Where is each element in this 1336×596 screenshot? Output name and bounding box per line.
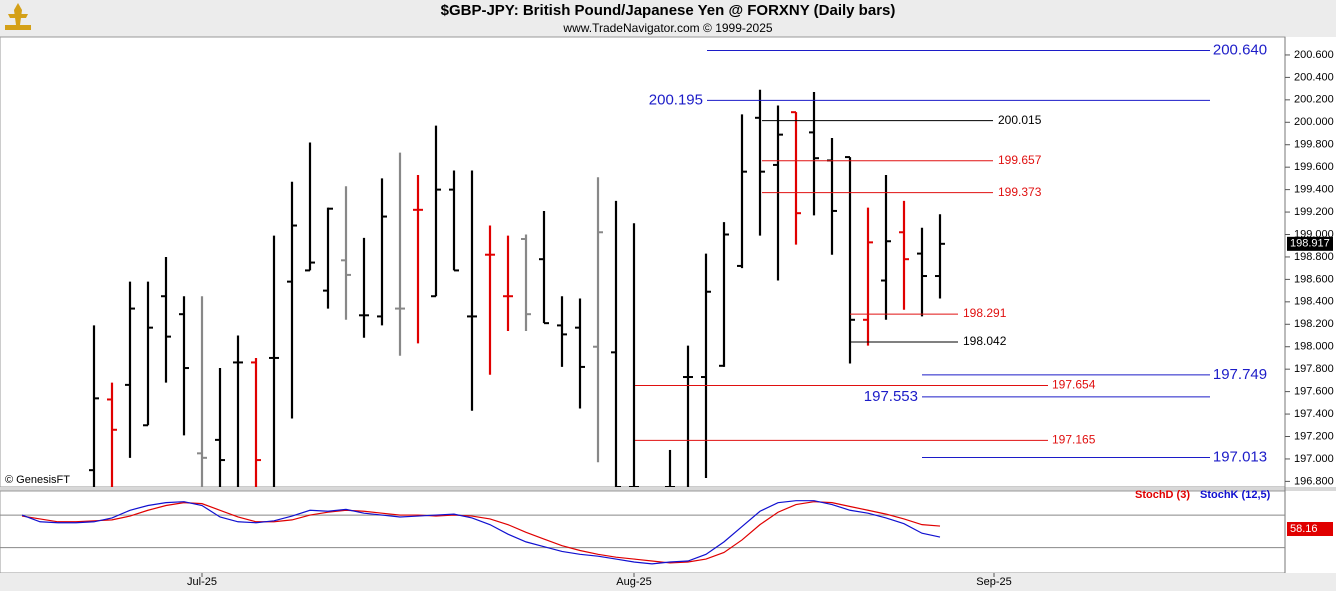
- header-bg: [0, 0, 1336, 37]
- x-tick-label: Aug-25: [616, 576, 651, 588]
- chart-title: $GBP-JPY: British Pound/Japanese Yen @ F…: [441, 2, 896, 19]
- level-label: 197.165: [1052, 433, 1096, 447]
- date-axis-bg: [0, 573, 1336, 591]
- y-tick-label: 200.200: [1294, 94, 1334, 106]
- last-price-box: [1287, 236, 1333, 251]
- price-panel: [0, 36, 1286, 488]
- level-label: 198.291: [963, 306, 1007, 320]
- y-tick-label: 200.000: [1294, 116, 1334, 128]
- level-label: 200.195: [649, 91, 703, 108]
- panel-divider: [0, 487, 1336, 491]
- x-tick-label: Jul-25: [187, 576, 217, 588]
- stoch-value-box: [1287, 522, 1333, 536]
- y-tick-label: 199.800: [1294, 139, 1334, 151]
- copyright: © GenesisFT: [5, 474, 70, 486]
- level-label: 199.657: [998, 153, 1042, 167]
- y-tick-label: 200.600: [1294, 49, 1334, 61]
- stoch-value: 58.16: [1290, 523, 1318, 535]
- y-tick-label: 199.600: [1294, 161, 1334, 173]
- level-label: 197.749: [1213, 366, 1267, 383]
- y-tick-label: 197.800: [1294, 363, 1334, 375]
- stoch-panel: [0, 490, 1286, 574]
- y-tick-label: 196.800: [1294, 475, 1334, 487]
- stoch-line: [21, 501, 941, 564]
- last-price: 198.917: [1290, 238, 1330, 250]
- level-label: 200.015: [998, 113, 1042, 127]
- level-label: 198.042: [963, 334, 1007, 348]
- y-tick-label: 200.400: [1294, 71, 1334, 83]
- legend-entry: StochD (3): [1135, 489, 1190, 501]
- y-tick-label: 197.400: [1294, 408, 1334, 420]
- level-label: 199.373: [998, 185, 1042, 199]
- y-tick-label: 197.200: [1294, 430, 1334, 442]
- y-tick-label: 198.600: [1294, 273, 1334, 285]
- y-tick-label: 198.200: [1294, 318, 1334, 330]
- legend-entry: StochK (12,5): [1200, 489, 1271, 501]
- stoch-line: [21, 500, 941, 565]
- chart-subtitle: www.TradeNavigator.com © 1999-2025: [562, 21, 772, 35]
- y-tick-label: 197.000: [1294, 453, 1334, 465]
- y-tick-label: 199.200: [1294, 206, 1334, 218]
- level-label: 197.654: [1052, 378, 1096, 392]
- level-label: 200.640: [1213, 41, 1267, 58]
- y-tick-label: 198.400: [1294, 296, 1334, 308]
- x-tick-label: Sep-25: [976, 576, 1011, 588]
- level-label: 197.553: [864, 388, 918, 405]
- logo: [5, 3, 31, 30]
- y-tick-label: 197.600: [1294, 386, 1334, 398]
- y-tick-label: 198.800: [1294, 251, 1334, 263]
- y-tick-label: 199.400: [1294, 184, 1334, 196]
- level-label: 197.013: [1213, 448, 1267, 465]
- y-tick-label: 198.000: [1294, 341, 1334, 353]
